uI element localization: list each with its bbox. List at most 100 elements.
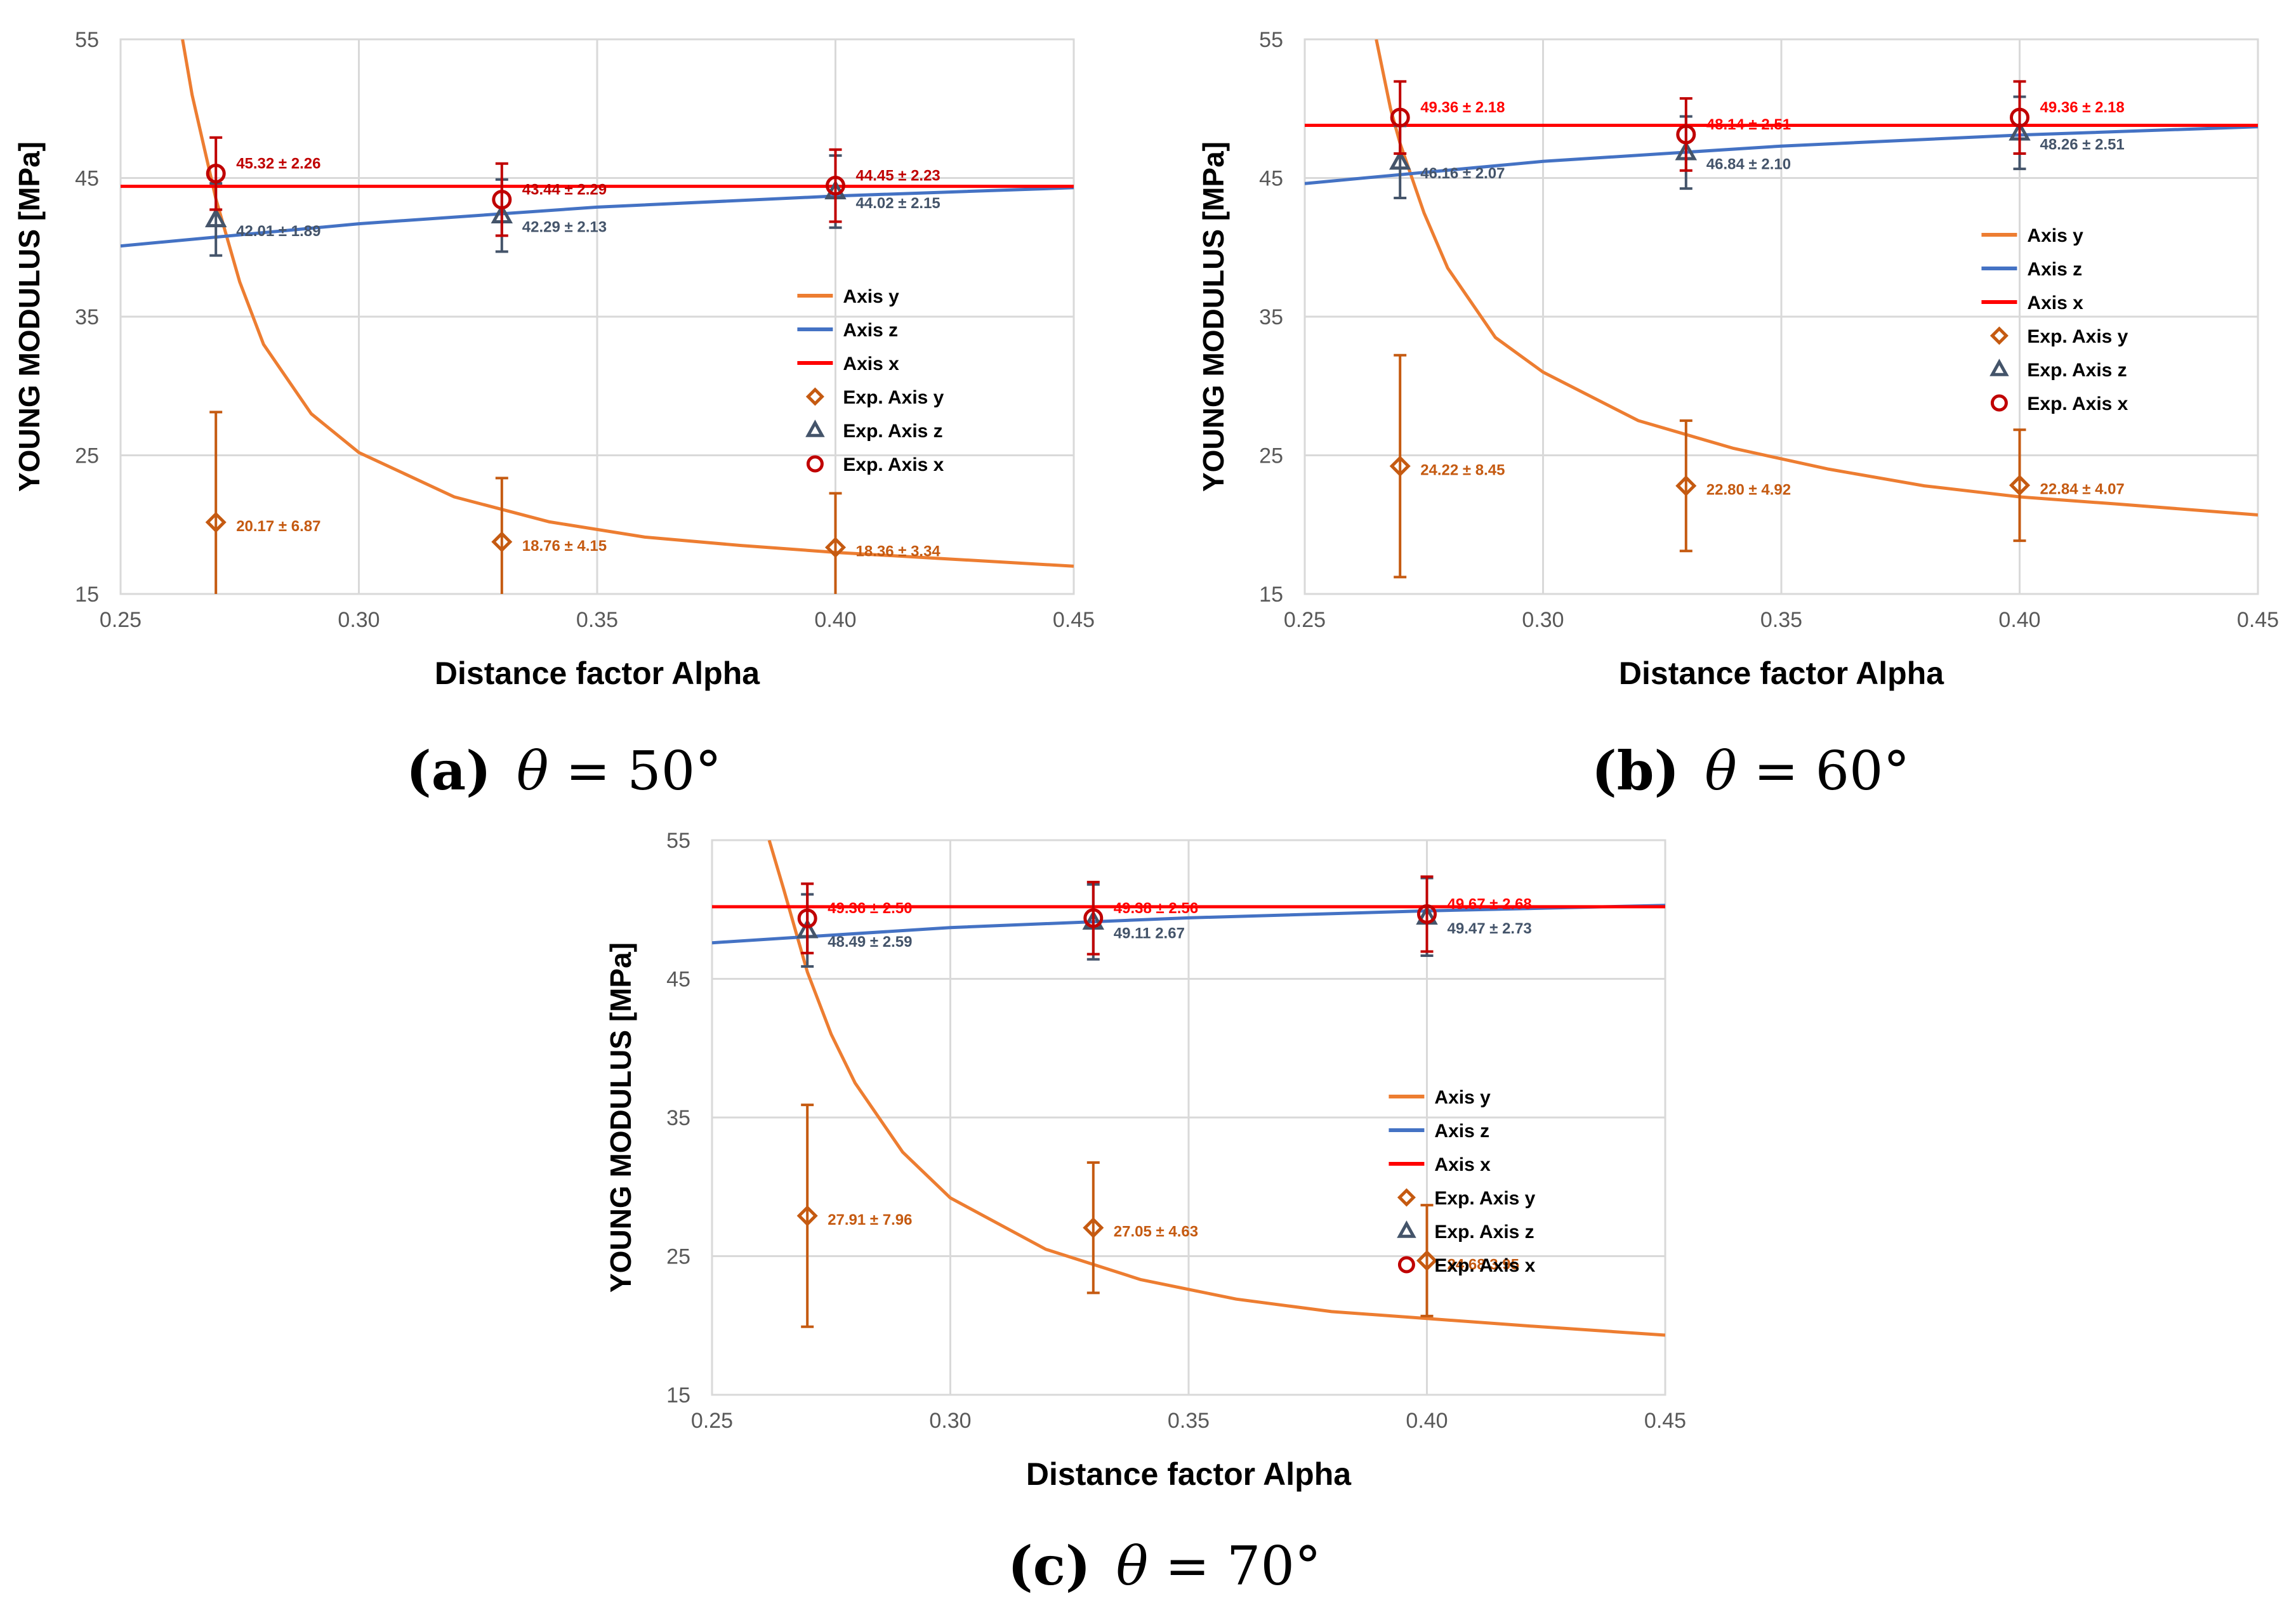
x-axis-label: Distance factor Alpha	[1619, 656, 1944, 691]
data-label-exp-axis-x: 44.45 ± 2.23	[856, 168, 940, 185]
data-point-exp-axis-y	[1416, 1249, 1438, 1272]
y-axis-label: YOUNG MODULUS [MPa]	[1197, 142, 1230, 492]
caption-c-eq: = 70°	[1164, 1535, 1321, 1597]
data-label-exp-axis-z: 48.49 ± 2.59	[828, 933, 912, 951]
data-label-exp-axis-y: 27.05 ± 4.63	[1114, 1223, 1198, 1241]
data-point-exp-axis-x	[206, 164, 226, 184]
plot-frame	[119, 38, 1075, 595]
series-line-axis-y	[1375, 39, 2258, 517]
caption-c-theta: θ	[1116, 1535, 1149, 1597]
y-tick-label: 25	[1259, 444, 1283, 468]
legend-marker-exp-axis-x	[806, 455, 824, 473]
points-group	[796, 875, 1438, 1328]
caption-b-label: (b)	[1592, 739, 1680, 802]
plot-frame	[711, 839, 1666, 1396]
y-axis-label: YOUNG MODULUS [MPa]	[13, 142, 46, 492]
data-label-exp-axis-x: 49.36 ± 2.50	[828, 900, 912, 917]
data-point-exp-axis-y	[205, 511, 227, 533]
x-tick-label: 0.25	[100, 608, 142, 632]
chart-panel-b: 0.25 0.30 0.35 0.40 0.45 15 25 35 45 55 Distance f…	[1197, 28, 2279, 691]
data-label-exp-axis-y: 18.36 ± 3.34	[856, 543, 941, 560]
caption-c-label: (c)	[1008, 1534, 1091, 1597]
data-point-exp-axis-x	[1676, 124, 1696, 145]
curves-group	[712, 840, 1665, 1337]
y-tick-label: 25	[666, 1245, 690, 1269]
data-point-exp-axis-y	[796, 1205, 818, 1227]
data-label-exp-axis-x: 45.32 ± 2.26	[236, 155, 320, 173]
y-tick-label: 25	[75, 444, 99, 468]
legend-label-axis-z: Axis z	[1434, 1121, 1489, 1142]
legend-label-axis-y: Axis y	[2027, 225, 2083, 246]
x-axis-label: Distance factor Alpha	[1026, 1456, 1352, 1492]
legend-label-exp-axis-x: Exp. Axis x	[2027, 393, 2128, 414]
legend-label-exp-axis-y: Exp. Axis y	[1434, 1188, 1535, 1209]
y-axis-label: YOUNG MODULUS [MPa]	[604, 942, 637, 1293]
x-tick-label: 0.30	[1522, 608, 1564, 632]
legend-marker-exp-axis-y	[1397, 1188, 1416, 1207]
x-tick-label: 0.30	[929, 1409, 971, 1433]
points-group	[1389, 80, 2031, 579]
legend-marker-exp-axis-z	[805, 419, 825, 437]
legend-marker-exp-axis-z	[1397, 1220, 1416, 1238]
legend-marker-exp-axis-y	[805, 387, 824, 406]
data-point-exp-axis-x	[2010, 107, 2029, 128]
legend-label-axis-y: Axis y	[843, 286, 899, 307]
x-tick-label: 0.25	[1284, 608, 1326, 632]
series-line-axis-y	[181, 39, 1074, 568]
y-tick-label: 45	[75, 167, 99, 191]
data-label-exp-axis-y: 22.80 ± 4.92	[1706, 482, 1791, 499]
chart-panel-a: 0.25 0.30 0.35 0.40 0.45 15 25 35 45 55 Distance f…	[13, 28, 1095, 691]
y-tick-label: 55	[75, 28, 99, 52]
caption-a: (a) θ = 50°	[406, 739, 722, 802]
data-point-exp-axis-x	[1390, 107, 1410, 128]
legend-label-axis-y: Axis y	[1434, 1087, 1491, 1108]
x-tick-label: 0.25	[691, 1409, 733, 1433]
y-tick-label: 35	[1259, 305, 1283, 329]
series-line-axis-y	[767, 840, 1665, 1337]
legend-label-exp-axis-z: Exp. Axis z	[843, 421, 942, 442]
legend-label-axis-z: Axis z	[843, 320, 898, 341]
x-tick-label: 0.40	[1406, 1409, 1448, 1433]
data-label-exp-axis-y: 24.68 3.95	[1448, 1256, 1519, 1273]
legend-marker-exp-axis-z	[1989, 359, 2009, 376]
data-label-exp-axis-y: 24.22 ± 8.45	[1420, 462, 1505, 479]
curves-group	[121, 39, 1074, 568]
data-label-exp-axis-z: 46.16 ± 2.07	[1420, 165, 1505, 182]
data-label-exp-axis-y: 27.91 ± 7.96	[828, 1211, 912, 1229]
plot-frame	[1303, 38, 2259, 595]
legend-label-axis-x: Axis x	[843, 353, 899, 374]
x-tick-label: 0.45	[2237, 608, 2279, 632]
data-point-exp-axis-x	[797, 908, 817, 928]
data-label-exp-axis-x: 49.36 ± 2.18	[2040, 99, 2125, 116]
x-axis-label: Distance factor Alpha	[435, 656, 760, 691]
data-label-exp-axis-y: 20.17 ± 6.87	[236, 518, 320, 535]
x-tick-label: 0.30	[338, 608, 379, 632]
legend-marker-exp-axis-y	[1989, 326, 2009, 345]
x-tick-label: 0.40	[814, 608, 856, 632]
data-point-exp-axis-x	[826, 176, 845, 196]
legend-label-axis-z: Axis z	[2027, 259, 2082, 280]
data-point-exp-axis-x	[1083, 908, 1104, 928]
legend-label-exp-axis-y: Exp. Axis y	[843, 387, 944, 408]
points-group	[204, 136, 847, 594]
caption-b: (b) θ = 60°	[1592, 739, 1910, 802]
legend-label-exp-axis-y: Exp. Axis y	[2027, 326, 2128, 347]
data-point-exp-axis-y	[1083, 1217, 1104, 1239]
data-point-exp-axis-y	[2009, 475, 2031, 496]
data-label-exp-axis-z: 42.29 ± 2.13	[522, 219, 607, 236]
data-label-exp-axis-z: 44.02 ± 2.15	[856, 195, 940, 212]
data-label-exp-axis-x: 49.67 ± 2.68	[1448, 895, 1532, 913]
legend-marker-exp-axis-x	[1990, 394, 2008, 412]
series-line-axis-z	[1305, 125, 2258, 185]
y-tick-label: 35	[75, 305, 99, 329]
data-label-exp-axis-z: 46.84 ± 2.10	[1706, 155, 1791, 173]
data-label-exp-axis-x: 49.38 ± 2.56	[1114, 900, 1198, 917]
legend-label-exp-axis-z: Exp. Axis z	[2027, 360, 2127, 381]
data-label-exp-axis-z: 49.47 ± 2.73	[1448, 920, 1532, 937]
curves-group	[1305, 39, 2258, 517]
legend-label-axis-x: Axis x	[2027, 293, 2083, 313]
data-point-exp-axis-y	[1675, 475, 1697, 497]
series-line-axis-z	[712, 904, 1665, 945]
chart-panel-c: 0.25 0.30 0.35 0.40 0.45 15 25 35 45 55 Distance f…	[604, 829, 1686, 1492]
caption-b-eq: = 60°	[1753, 740, 1910, 802]
